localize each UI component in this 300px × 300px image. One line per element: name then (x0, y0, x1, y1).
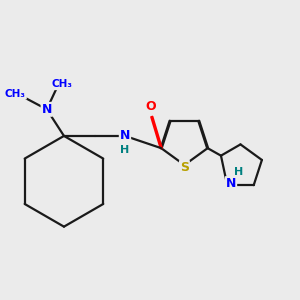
Text: CH₃: CH₃ (5, 89, 26, 99)
Text: O: O (145, 100, 156, 113)
Text: H: H (234, 167, 243, 177)
Text: N: N (42, 103, 52, 116)
Text: CH₃: CH₃ (52, 79, 73, 89)
Text: N: N (226, 177, 236, 190)
Text: S: S (180, 161, 189, 174)
Text: N: N (120, 129, 130, 142)
Text: H: H (120, 145, 130, 155)
